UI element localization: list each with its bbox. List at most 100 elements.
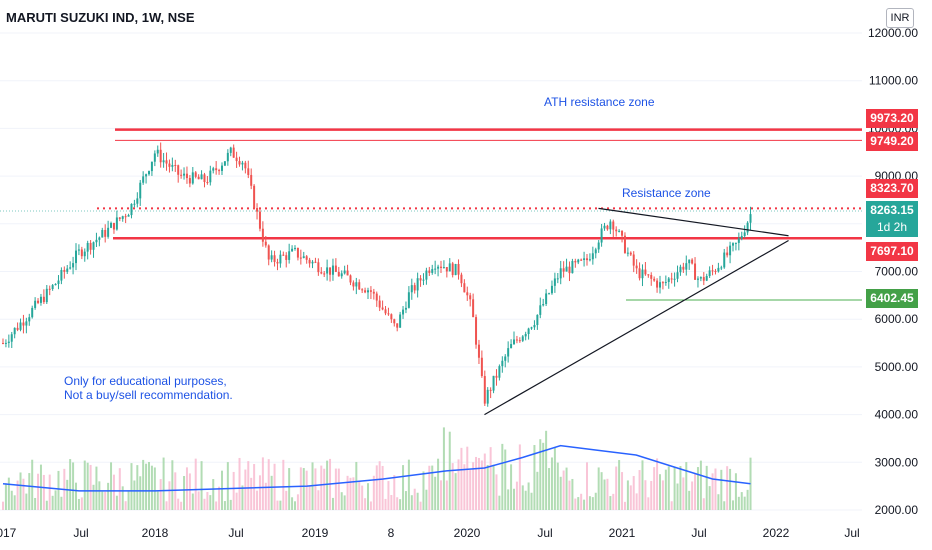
candle-body: [477, 344, 480, 358]
candle-body: [171, 164, 174, 167]
volume-bar: [250, 477, 253, 510]
candle-body: [475, 317, 478, 345]
candle-body: [145, 174, 148, 177]
volume-bar: [647, 497, 650, 510]
candle-body: [702, 277, 705, 281]
candle-body: [416, 278, 419, 291]
candle-body: [404, 307, 407, 310]
candle-body: [457, 263, 460, 275]
candle-body: [326, 267, 329, 274]
candle-body: [565, 266, 568, 272]
volume-bar: [270, 475, 273, 510]
candle-body: [533, 325, 536, 328]
candle-body: [270, 255, 273, 260]
volume-bar: [72, 462, 75, 510]
volume-bar: [577, 497, 580, 510]
candle-body: [685, 263, 688, 270]
x-tick-label: Jul: [73, 526, 88, 540]
volume-bar: [34, 497, 37, 510]
volume-bar: [673, 467, 676, 510]
volume-bar: [583, 499, 586, 510]
volume-bar: [253, 464, 256, 510]
volume-bar: [390, 495, 393, 510]
volume-bar: [31, 459, 34, 510]
candle-body: [737, 238, 740, 243]
volume-bar: [115, 495, 118, 510]
candle-body: [501, 360, 504, 367]
candle-body: [556, 278, 559, 280]
candle-body: [472, 299, 475, 318]
candle-body: [72, 263, 75, 268]
candle-body: [25, 321, 28, 326]
volume-bar: [145, 463, 148, 510]
candle-body: [127, 215, 130, 217]
volume-bar: [37, 473, 40, 510]
volume-bar: [422, 471, 425, 510]
volume-bar: [714, 468, 717, 510]
candle-body: [241, 162, 244, 165]
volume-bar: [393, 475, 396, 510]
candle-body: [80, 249, 83, 257]
candle-body: [422, 279, 425, 281]
candle-body: [349, 275, 352, 283]
chart-title: MARUTI SUZUKI IND, 1W, NSE: [6, 10, 195, 25]
x-tick-label: 2020: [454, 526, 481, 540]
candle-body: [594, 249, 597, 254]
x-tick-label: 8: [388, 526, 395, 540]
volume-bar: [22, 478, 25, 510]
candle-body: [419, 278, 422, 281]
volume-bar: [600, 472, 603, 510]
volume-bar: [726, 466, 729, 510]
x-tick-label: Jul: [691, 526, 706, 540]
candle-body: [329, 267, 332, 275]
volume-bar: [407, 459, 410, 510]
volume-bar: [200, 461, 203, 510]
candle-body: [276, 261, 279, 264]
candle-body: [232, 147, 235, 158]
volume-bar: [188, 473, 191, 510]
volume-bar: [515, 481, 518, 510]
y-tick-label: 6000.00: [875, 312, 919, 326]
currency-button[interactable]: INR: [886, 8, 914, 28]
candle-body: [699, 277, 702, 279]
candle-body: [740, 235, 743, 239]
candle-body: [358, 282, 361, 290]
candle-body: [235, 157, 238, 162]
volume-bar: [632, 476, 635, 510]
candle-body: [454, 263, 457, 276]
candle-body: [165, 160, 168, 164]
candle-body: [650, 275, 653, 279]
volume-bar: [737, 496, 740, 510]
volume-bar: [367, 483, 369, 510]
candle-body: [726, 252, 729, 256]
volume-bar: [463, 464, 466, 510]
volume-bar: [477, 457, 480, 510]
volume-bar: [13, 495, 16, 510]
candle-body: [2, 343, 4, 345]
candle-body: [10, 334, 13, 342]
candle-body: [428, 270, 431, 273]
volume-bar: [553, 447, 556, 510]
volume-bar: [110, 462, 113, 510]
volume-bar: [150, 465, 153, 510]
candle-body: [334, 265, 337, 272]
candle-body: [664, 281, 667, 283]
y-tick-label: 7000.00: [875, 265, 919, 279]
candle-body: [86, 242, 89, 252]
candle-body: [623, 235, 626, 253]
volume-bar: [2, 501, 4, 510]
volume-bar: [66, 479, 69, 510]
volume-bar: [702, 498, 705, 510]
candle-body: [673, 278, 676, 280]
candle-body: [180, 174, 183, 176]
volume-bar: [364, 498, 367, 510]
volume-bar: [121, 486, 124, 510]
candle-body: [694, 263, 697, 280]
volume-bar: [54, 490, 57, 510]
candle-body: [708, 270, 711, 277]
volume-bar: [238, 457, 241, 510]
volume-bar: [623, 501, 626, 510]
volume-bar: [314, 468, 317, 510]
volume-bar: [384, 498, 387, 510]
